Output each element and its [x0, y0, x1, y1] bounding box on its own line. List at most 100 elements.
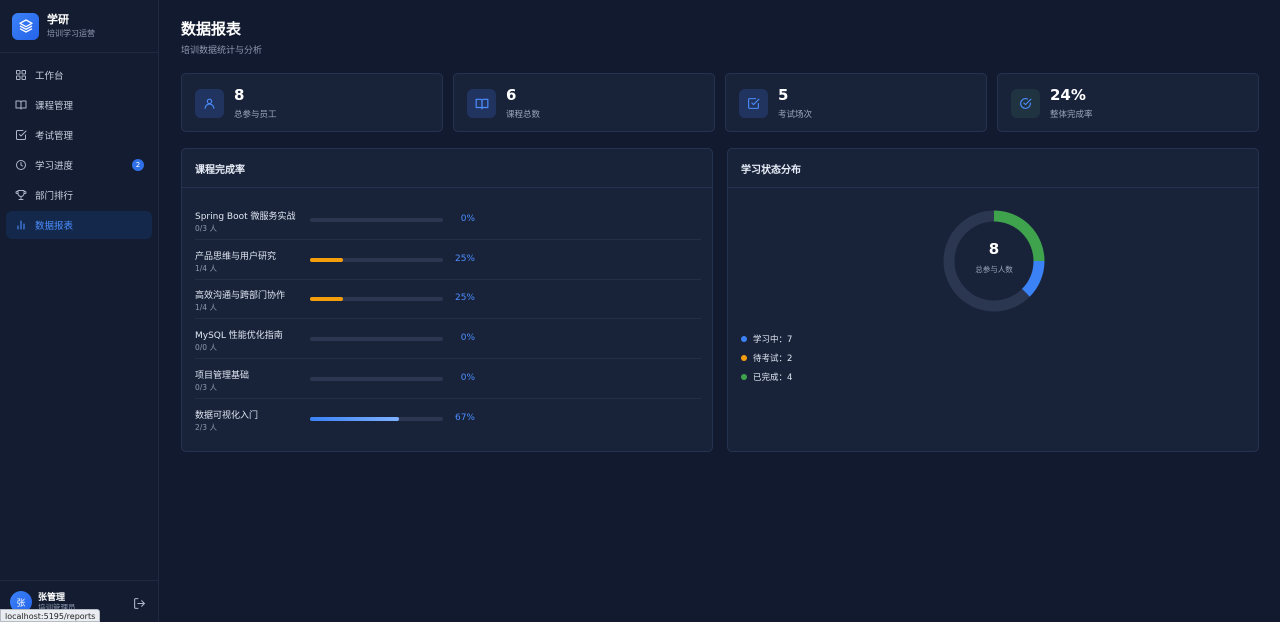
donut-center-value: 8: [988, 240, 1000, 258]
panel-title: 学习状态分布: [728, 149, 1258, 188]
user-icon: [195, 89, 224, 118]
progress-bar: [310, 218, 443, 222]
page-title: 数据报表: [181, 20, 242, 38]
course-row: 高效沟通与跨部门协作 1/4 人 25%: [195, 279, 701, 320]
logout-icon[interactable]: [133, 595, 147, 609]
legend-dot: [741, 355, 747, 361]
stat-card-courses: 6 课程总数: [453, 73, 715, 132]
layers-logo-icon: [12, 12, 39, 40]
sidebar-item-label: 课程管理: [35, 101, 74, 112]
sidebar-item-reports[interactable]: 数据报表: [6, 211, 152, 239]
stat-value: 24%: [1050, 86, 1086, 104]
user-role: 培训管理员: [38, 603, 76, 612]
course-name: MySQL 性能优化指南: [195, 331, 283, 342]
stat-card-exams: 5 考试场次: [725, 73, 987, 132]
course-name: 数据可视化入门: [195, 410, 259, 421]
notification-badge: 2: [132, 159, 144, 171]
course-name: Spring Boot 微服务实战: [195, 212, 296, 222]
sidebar-item-courses[interactable]: 课程管理: [6, 91, 152, 119]
check-square-icon: [14, 129, 27, 142]
legend-text: 已完成：4: [753, 373, 793, 383]
user-area: 张 张管理 培训管理员: [0, 580, 159, 622]
stat-value: 8: [234, 86, 245, 104]
brand-title: 学研: [47, 12, 69, 26]
trophy-icon: [14, 189, 27, 202]
sidebar-item-workbench[interactable]: 工作台: [6, 61, 152, 89]
brand-subtitle: 培训学习运营: [47, 28, 95, 38]
progress-bar-fill: [310, 297, 344, 302]
stat-label: 总参与员工: [234, 110, 277, 120]
course-percent: 0%: [460, 214, 475, 224]
progress-bar-fill: [310, 257, 344, 262]
course-count: 1/4 人: [195, 303, 217, 313]
course-completion-panel: 课程完成率 Spring Boot 微服务实战 0/3 人 0% 产品思维与用户研究 1…: [181, 148, 713, 452]
progress-bar: [310, 297, 443, 302]
progress-bar: [310, 376, 443, 381]
sidebar-nav: 工作台 课程管理 考试管理: [0, 53, 158, 239]
brand: 学研 培训学习运营: [0, 0, 158, 53]
course-count: 0/3 人: [195, 224, 217, 233]
donut-center-label: 总参与人数: [975, 265, 1013, 274]
bar-chart-icon: [14, 219, 27, 232]
avatar[interactable]: 张: [10, 591, 32, 613]
legend-item: 已完成：4: [741, 371, 792, 383]
legend-dot: [741, 374, 747, 380]
course-row: 项目管理基础 0/3 人 0%: [195, 359, 701, 399]
panel-title: 课程完成率: [182, 149, 712, 188]
check-square-icon: [739, 89, 768, 118]
course-percent: 0%: [460, 333, 475, 344]
progress-bar: [310, 416, 443, 421]
stat-value: 5: [778, 86, 789, 104]
sidebar-item-progress[interactable]: 学习进度 2: [6, 151, 152, 179]
book-open-icon: [467, 89, 496, 118]
stat-card-employees: 8 总参与员工: [181, 73, 443, 132]
stat-card-completion: 24% 整体完成率: [997, 73, 1259, 132]
progress-bar-fill: [310, 416, 400, 421]
donut-chart: 8 总参与人数: [939, 206, 1049, 316]
progress-bar: [310, 257, 443, 262]
status-distribution-panel: 学习状态分布 8 总参与人数 学习中：7 待考试：2 已完成：4: [727, 148, 1259, 452]
course-row: MySQL 性能优化指南 0/0 人 0%: [195, 319, 701, 360]
course-name: 项目管理基础: [195, 370, 250, 381]
course-name: 高效沟通与跨部门协作: [195, 291, 286, 302]
legend-text: 待考试：2: [753, 354, 793, 364]
sidebar-item-ranking[interactable]: 部门排行: [6, 181, 152, 209]
check-circle-icon: [1011, 89, 1040, 118]
donut-slice-学习中: [1021, 260, 1045, 297]
sidebar-item-exams[interactable]: 考试管理: [6, 121, 152, 149]
sidebar-item-label: 部门排行: [35, 191, 74, 202]
stat-label: 考试场次: [778, 110, 813, 120]
course-count: 0/3 人: [195, 382, 217, 392]
stat-label: 整体完成率: [1050, 110, 1093, 120]
stat-label: 课程总数: [506, 110, 541, 120]
course-percent: 25%: [454, 253, 475, 264]
legend-dot: [741, 336, 747, 342]
course-count: 2/3 人: [195, 422, 217, 432]
user-name: 张管理: [38, 593, 66, 603]
legend-item: 待考试：2: [741, 352, 792, 364]
sidebar: 学研 培训学习运营 工作台 课程管理: [0, 0, 159, 622]
status-url-tooltip: localhost:5195/reports: [0, 609, 101, 622]
course-row: 数据可视化入门 2/3 人 67%: [195, 399, 701, 439]
course-count: 0/0 人: [195, 343, 217, 353]
clock-icon: [14, 159, 27, 172]
sidebar-item-label: 数据报表: [35, 221, 74, 232]
legend-text: 学习中：7: [753, 335, 793, 345]
donut-slice-已完成: [993, 210, 1045, 262]
sidebar-item-label: 考试管理: [35, 131, 74, 142]
course-percent: 25%: [454, 293, 475, 304]
course-row: Spring Boot 微服务实战 0/3 人 0%: [195, 200, 701, 240]
course-percent: 0%: [460, 372, 475, 383]
page-subtitle: 培训数据统计与分析: [181, 46, 263, 56]
course-percent: 67%: [454, 412, 475, 423]
stat-value: 6: [506, 86, 517, 104]
course-count: 1/4 人: [195, 263, 217, 273]
course-name: 产品思维与用户研究: [195, 251, 277, 262]
book-icon: [14, 99, 27, 112]
sidebar-item-label: 学习进度: [35, 161, 74, 172]
grid-icon: [14, 69, 27, 82]
legend-item: 学习中：7: [741, 333, 792, 345]
course-row: 产品思维与用户研究 1/4 人 25%: [195, 240, 701, 280]
donut-slice-未开始: [943, 210, 1030, 312]
progress-bar: [310, 337, 443, 342]
